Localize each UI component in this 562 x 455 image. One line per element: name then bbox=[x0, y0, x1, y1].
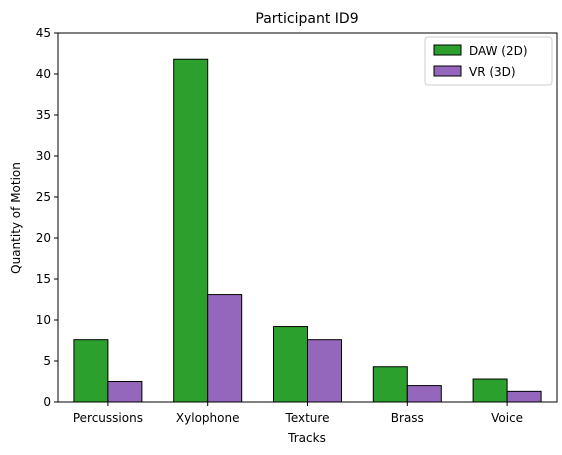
legend-label: VR (3D) bbox=[469, 65, 516, 79]
x-axis: Percussions Xylophone Texture Brass Voice bbox=[73, 402, 523, 425]
y-tick-label: 10 bbox=[36, 313, 51, 327]
bar-brass-daw-2d bbox=[372, 366, 408, 403]
y-tick-label: 20 bbox=[36, 231, 51, 245]
y-tick-label: 5 bbox=[43, 354, 51, 368]
bar-brass-vr-3d bbox=[406, 385, 442, 403]
y-tick-label: 25 bbox=[36, 190, 51, 204]
plot-frame bbox=[57, 32, 558, 403]
legend-swatch bbox=[433, 44, 462, 56]
bar-percussions-daw-2d bbox=[73, 339, 109, 403]
legend: DAW (2D) VR (3D) bbox=[424, 36, 553, 86]
bar-xylophone-daw-2d bbox=[173, 58, 209, 403]
bars-layer bbox=[73, 58, 542, 403]
x-tick-label: Brass bbox=[391, 411, 424, 425]
bar-voice-vr-3d bbox=[506, 390, 542, 403]
y-tick-label: 30 bbox=[36, 149, 51, 163]
x-tick-label: Voice bbox=[491, 411, 523, 425]
chart-title: Participant ID9 bbox=[255, 11, 358, 27]
y-tick-label: 45 bbox=[36, 26, 51, 40]
y-tick-label: 15 bbox=[36, 272, 51, 286]
bar-percussions-vr-3d bbox=[107, 381, 143, 403]
bar-xylophone-vr-3d bbox=[207, 294, 243, 403]
y-axis-label: Quantity of Motion bbox=[9, 162, 23, 274]
x-tick-label: Xylophone bbox=[176, 411, 240, 425]
x-axis-label: Tracks bbox=[287, 431, 326, 445]
legend-swatch bbox=[433, 65, 462, 77]
y-tick-label: 35 bbox=[36, 108, 51, 122]
bar-texture-vr-3d bbox=[307, 339, 342, 403]
y-tick-label: 0 bbox=[43, 395, 51, 409]
y-axis: 0 5 10 15 20 25 30 35 40 45 bbox=[36, 26, 58, 409]
x-tick-label: Percussions bbox=[73, 411, 143, 425]
bar-texture-daw-2d bbox=[273, 326, 308, 403]
y-tick-label: 40 bbox=[36, 67, 51, 81]
x-tick-label: Texture bbox=[285, 411, 330, 425]
bar-voice-daw-2d bbox=[472, 378, 508, 403]
legend-label: DAW (2D) bbox=[469, 44, 528, 58]
